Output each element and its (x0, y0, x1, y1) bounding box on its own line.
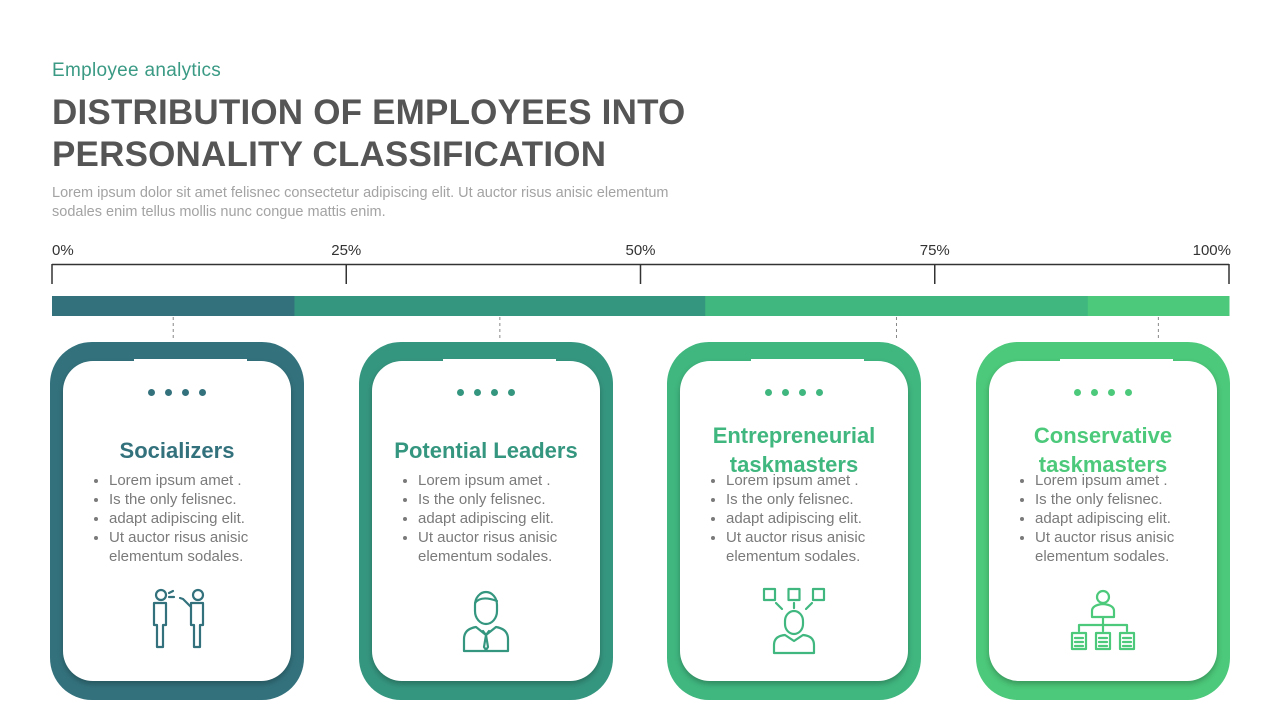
card-bullet: adapt adipiscing elit. (109, 509, 281, 528)
card-bullet: Is the only felisnec. (418, 490, 590, 509)
card-bullet: adapt adipiscing elit. (1035, 509, 1207, 528)
category-card: Entrepreneurial taskmasters Lorem ipsum … (667, 342, 921, 700)
card-bullet: Lorem ipsum amet . (726, 471, 898, 490)
card-bullet: adapt adipiscing elit. (418, 509, 590, 528)
card-dots (989, 389, 1217, 396)
card-notch (134, 359, 247, 383)
card-title: Potential Leaders (394, 437, 578, 463)
bar-segment (294, 296, 706, 316)
card-bullet: Lorem ipsum amet . (1035, 471, 1207, 490)
card-bullet: Lorem ipsum amet . (109, 471, 281, 490)
category-card: Socializers Lorem ipsum amet . Is the on… (50, 342, 304, 700)
card-bullets: Lorem ipsum amet . Is the only felisnec.… (93, 471, 281, 566)
card-notch (443, 359, 556, 383)
card-dots (63, 389, 291, 396)
card-bullet: Is the only felisnec. (109, 490, 281, 509)
card-title: Entrepreneurial taskmasters (712, 423, 876, 477)
scale-tick-label: 100% (1193, 242, 1231, 259)
people-talking-icon (63, 587, 291, 662)
card-bullet: Lorem ipsum amet . (418, 471, 590, 490)
card-bullet: Ut auctor risus anisic elementum sodales… (418, 528, 590, 566)
category-card: Potential Leaders Lorem ipsum amet . Is … (359, 342, 613, 700)
slide-subtitle: Employee analytics (52, 60, 222, 81)
card-notch (751, 359, 864, 383)
bar-segment (1087, 296, 1230, 316)
bar-segment (705, 296, 1089, 316)
category-card: Conservative taskmasters Lorem ipsum ame… (976, 342, 1230, 700)
card-body: Conservative taskmasters Lorem ipsum ame… (989, 359, 1217, 681)
card-bullet: Ut auctor risus anisic elementum sodales… (1035, 528, 1207, 566)
scale-tick-label: 50% (625, 242, 655, 259)
scale-tick-label: 75% (920, 242, 950, 259)
slide-description: Lorem ipsum dolor sit amet felisnec cons… (52, 185, 669, 220)
hierarchy-icon (989, 587, 1217, 662)
card-body: Socializers Lorem ipsum amet . Is the on… (63, 359, 291, 681)
card-bullet: Is the only felisnec. (1035, 490, 1207, 509)
card-title: Socializers (119, 437, 235, 463)
distribution-bar-chart: 0% 25% 50% 75% 100% (51, 242, 1231, 341)
person-with-tasks-icon (680, 587, 908, 662)
card-title: Conservative taskmasters (1033, 423, 1173, 477)
card-body: Entrepreneurial taskmasters Lorem ipsum … (680, 359, 908, 681)
card-dots (680, 389, 908, 396)
card-dots (372, 389, 600, 396)
slide-title: DISTRIBUTION OF EMPLOYEES INTO PERSONALI… (52, 93, 686, 174)
bar-segment (52, 296, 295, 316)
card-bullets: Lorem ipsum amet . Is the only felisnec.… (1019, 471, 1207, 566)
scale-tick-label: 25% (331, 242, 361, 259)
card-bullet: adapt adipiscing elit. (726, 509, 898, 528)
scale-tick-label: 0% (52, 242, 74, 259)
card-bullets: Lorem ipsum amet . Is the only felisnec.… (710, 471, 898, 566)
card-bullets: Lorem ipsum amet . Is the only felisnec.… (402, 471, 590, 566)
card-bullet: Is the only felisnec. (726, 490, 898, 509)
card-bullet: Ut auctor risus anisic elementum sodales… (726, 528, 898, 566)
card-notch (1060, 359, 1173, 383)
card-body: Potential Leaders Lorem ipsum amet . Is … (372, 359, 600, 681)
businessman-icon (372, 587, 600, 662)
card-bullet: Ut auctor risus anisic elementum sodales… (109, 528, 281, 566)
